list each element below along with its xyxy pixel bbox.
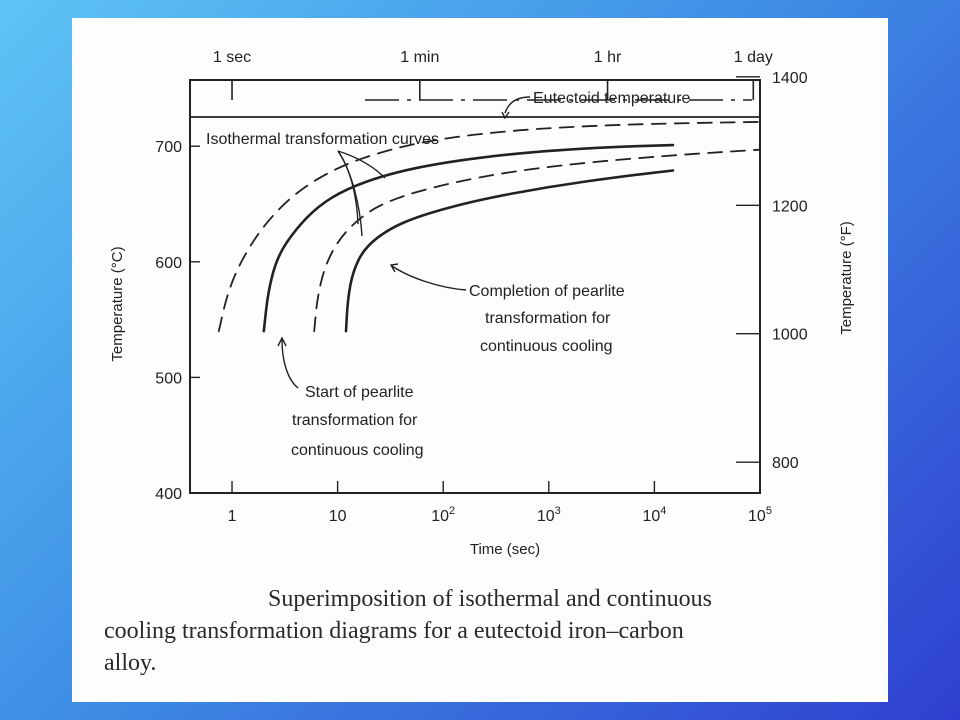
x-tick-label-5: 105 <box>748 505 772 525</box>
top-tick-label-0: 1 sec <box>213 49 251 66</box>
x-tick-label-2: 102 <box>431 505 455 525</box>
completion-label-3: continuous cooling <box>480 338 613 355</box>
figure-caption: Superimposition of isothermal and contin… <box>104 583 864 679</box>
curve-layer <box>217 121 761 333</box>
completion-label-2: transformation for <box>485 310 611 327</box>
start-label-2: transformation for <box>292 412 418 429</box>
start-arrowhead <box>277 336 287 347</box>
top-tick-label-2: 1 hr <box>594 49 622 66</box>
curve-solid-3 <box>344 169 675 333</box>
eutectoid-arrowhead <box>501 111 510 120</box>
chart-frame <box>189 79 761 494</box>
x-tick-label-1: 10 <box>329 508 347 525</box>
x-tick-label-3: 103 <box>537 505 561 525</box>
y-left-tick-label-2: 600 <box>155 255 182 272</box>
y-right-tick-label-2: 1200 <box>772 198 808 215</box>
top-tick-label-1: 1 min <box>400 49 439 66</box>
y-axis-title-left: Temperature (°C) <box>109 246 126 361</box>
y-left-tick-label-0: 400 <box>155 486 182 503</box>
curve-dashed-0 <box>217 121 761 333</box>
completion-label-1: Completion of pearlite <box>469 283 625 300</box>
start-label-3: continuous cooling <box>291 442 424 459</box>
caption-line-2: cooling transformation diagrams for a eu… <box>104 618 684 644</box>
isothermal-arrow-a <box>337 150 386 179</box>
curve-solid-1 <box>262 143 675 333</box>
eutectoid-arrow <box>504 96 531 114</box>
start-arrow <box>281 339 299 389</box>
tick-layer: 1 10 102 103 104 105 1 sec 1 min 1 hr 1 day 400 500… <box>155 49 807 525</box>
completion-arrow <box>391 265 467 291</box>
y-right-tick-label-3: 1400 <box>772 70 808 87</box>
curve-dashed-2 <box>313 148 761 333</box>
caption-line-1: Superimposition of isothermal and contin… <box>268 586 712 612</box>
start-label-1: Start of pearlite <box>305 384 414 401</box>
y-left-tick-label-1: 500 <box>155 370 182 387</box>
y-right-tick-label-1: 1000 <box>772 327 808 344</box>
figure-sheet <box>72 18 888 702</box>
completion-arrowhead <box>389 263 399 273</box>
y-right-tick-label-0: 800 <box>772 455 799 472</box>
top-tick-label-3: 1 day <box>734 49 773 66</box>
x-tick-label-0: 1 <box>228 508 237 525</box>
x-axis-title: Time (sec) <box>470 541 540 558</box>
isothermal-arrow-c <box>337 150 363 237</box>
plot-border <box>189 79 761 494</box>
x-tick-label-4: 104 <box>642 505 666 525</box>
isothermal-label: Isothermal transformation curves <box>206 131 439 148</box>
y-left-tick-label-3: 700 <box>155 139 182 156</box>
eutectoid-label: Eutectoid temperature <box>533 90 691 107</box>
caption-line-3: alloy. <box>104 650 157 676</box>
y-axis-title-right: Temperature (°F) <box>838 221 855 335</box>
